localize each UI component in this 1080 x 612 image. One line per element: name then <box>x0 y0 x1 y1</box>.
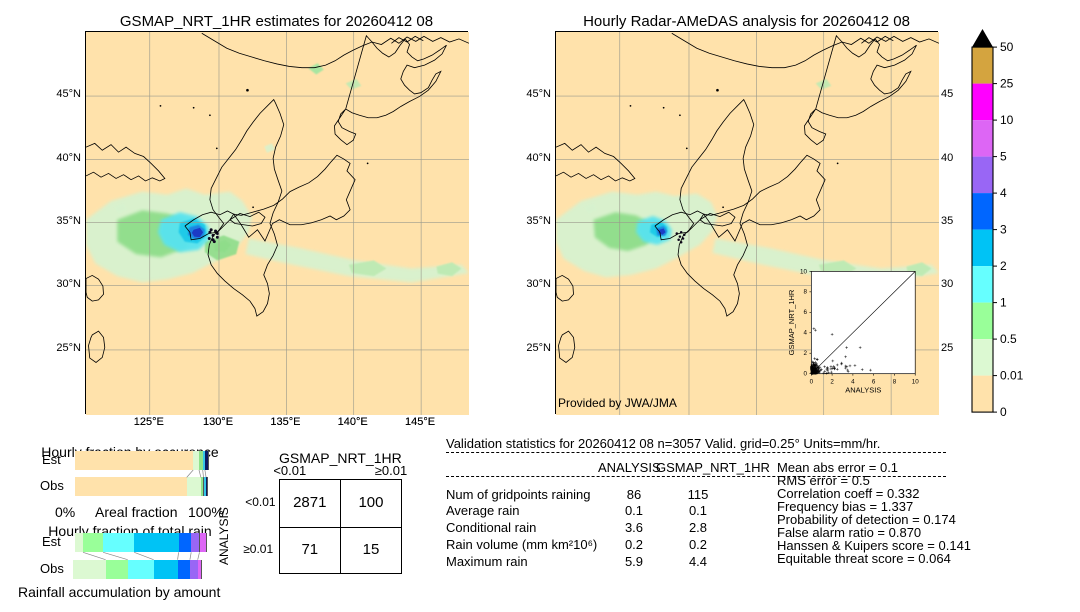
svg-text:0.5: 0.5 <box>1000 332 1017 346</box>
svg-text:6: 6 <box>803 309 807 316</box>
svg-text:2: 2 <box>1000 259 1007 273</box>
svg-text:0: 0 <box>1000 405 1007 419</box>
svg-text:3: 3 <box>1000 223 1007 237</box>
svg-text:8: 8 <box>803 289 807 296</box>
svg-text:2: 2 <box>830 379 834 386</box>
svg-text:5: 5 <box>1000 150 1007 164</box>
svg-text:6: 6 <box>872 379 876 386</box>
svg-text:4: 4 <box>851 379 855 386</box>
svg-text:10: 10 <box>1000 113 1014 127</box>
svg-text:25: 25 <box>1000 77 1014 91</box>
svg-text:2: 2 <box>803 350 807 357</box>
svg-text:8: 8 <box>893 379 897 386</box>
svg-text:4: 4 <box>1000 186 1007 200</box>
svg-text:1: 1 <box>1000 296 1007 310</box>
svg-text:4: 4 <box>803 330 807 337</box>
svg-text:GSMAP_NRT_1HR: GSMAP_NRT_1HR <box>787 289 796 355</box>
svg-text:0: 0 <box>810 379 814 386</box>
svg-text:50: 50 <box>1000 40 1014 54</box>
svg-text:ANALYSIS: ANALYSIS <box>845 385 881 394</box>
svg-text:10: 10 <box>800 268 807 275</box>
svg-text:10: 10 <box>912 379 919 386</box>
svg-text:0: 0 <box>803 371 807 378</box>
svg-text:0.01: 0.01 <box>1000 369 1024 383</box>
